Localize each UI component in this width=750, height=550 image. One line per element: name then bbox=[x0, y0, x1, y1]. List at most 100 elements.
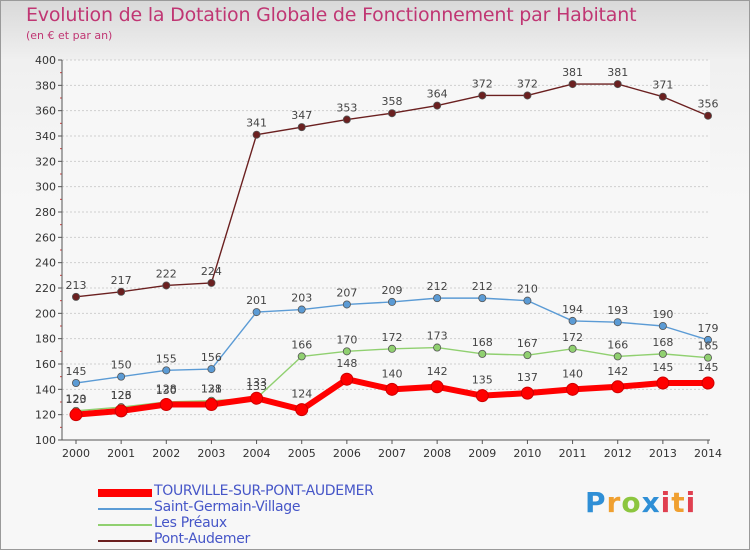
data-point bbox=[387, 344, 396, 353]
data-label: 347 bbox=[291, 109, 312, 122]
x-tick-label: 2009 bbox=[468, 447, 496, 460]
data-label: 135 bbox=[472, 374, 493, 387]
data-label: 156 bbox=[201, 351, 222, 364]
data-label: 201 bbox=[246, 294, 267, 307]
data-label: 145 bbox=[652, 361, 673, 374]
data-point bbox=[613, 352, 622, 361]
x-tick-label: 2008 bbox=[423, 447, 451, 460]
data-point bbox=[704, 111, 713, 120]
legend-swatch bbox=[98, 524, 152, 526]
data-label: 133 bbox=[246, 380, 267, 393]
data-point bbox=[433, 101, 442, 110]
data-label: 372 bbox=[472, 77, 493, 90]
data-point bbox=[478, 91, 487, 100]
legend-label: Saint-Germain-Village bbox=[154, 499, 301, 515]
data-point bbox=[430, 380, 444, 394]
data-point bbox=[704, 335, 713, 344]
data-point bbox=[566, 382, 580, 396]
data-label: 140 bbox=[382, 367, 403, 380]
data-point bbox=[117, 287, 126, 296]
legend-swatch bbox=[98, 489, 152, 497]
data-label: 124 bbox=[291, 388, 312, 401]
data-point bbox=[114, 404, 128, 418]
x-tick-label: 2010 bbox=[513, 447, 541, 460]
data-point bbox=[613, 80, 622, 89]
data-point bbox=[704, 353, 713, 362]
series-0: 213 217 222 224 341 347 353 358 364 372 372 381 381 3… bbox=[66, 66, 719, 301]
x-tick-label: 2000 bbox=[62, 447, 90, 460]
data-label: 381 bbox=[607, 66, 628, 79]
data-point bbox=[701, 376, 715, 390]
data-point bbox=[252, 308, 261, 317]
legend-swatch bbox=[98, 540, 152, 542]
data-label: 179 bbox=[698, 322, 719, 335]
data-label: 155 bbox=[156, 352, 177, 365]
data-label: 137 bbox=[517, 371, 538, 384]
x-tick-label: 2006 bbox=[333, 447, 361, 460]
x-tick-label: 2012 bbox=[604, 447, 632, 460]
y-tick-label: 220 bbox=[35, 282, 56, 295]
data-point bbox=[523, 296, 532, 305]
data-label: 145 bbox=[698, 361, 719, 374]
data-point bbox=[117, 372, 126, 381]
y-tick-label: 400 bbox=[35, 54, 56, 67]
data-point bbox=[72, 378, 81, 387]
data-point bbox=[207, 278, 216, 287]
data-label: 194 bbox=[562, 303, 583, 316]
data-label: 123 bbox=[66, 393, 87, 406]
data-label: 209 bbox=[382, 284, 403, 297]
data-label: 353 bbox=[336, 102, 357, 115]
data-label: 168 bbox=[652, 336, 673, 349]
y-tick-label: 360 bbox=[35, 105, 56, 118]
x-tick-label: 2001 bbox=[107, 447, 135, 460]
x-tick-label: 2002 bbox=[152, 447, 180, 460]
data-label: 172 bbox=[562, 331, 583, 344]
data-point bbox=[250, 391, 264, 405]
data-point bbox=[656, 376, 670, 390]
data-point bbox=[658, 321, 667, 330]
data-label: 371 bbox=[652, 79, 673, 92]
data-point bbox=[611, 380, 625, 394]
data-point bbox=[433, 343, 442, 352]
data-label: 381 bbox=[562, 66, 583, 79]
data-label: 166 bbox=[607, 338, 628, 351]
y-tick-label: 240 bbox=[35, 257, 56, 270]
data-label: 372 bbox=[517, 77, 538, 90]
data-label: 207 bbox=[336, 286, 357, 299]
data-point bbox=[72, 292, 81, 301]
y-tick-label: 200 bbox=[35, 307, 56, 320]
data-label: 167 bbox=[517, 337, 538, 350]
y-tick-label: 120 bbox=[35, 409, 56, 422]
data-label: 165 bbox=[698, 340, 719, 353]
y-tick-label: 320 bbox=[35, 155, 56, 168]
data-point bbox=[613, 318, 622, 327]
data-point bbox=[387, 109, 396, 118]
data-point bbox=[159, 398, 173, 412]
data-label: 193 bbox=[607, 304, 628, 317]
data-label: 168 bbox=[472, 336, 493, 349]
data-label: 128 bbox=[201, 383, 222, 396]
data-label: 148 bbox=[336, 357, 357, 370]
data-point bbox=[297, 123, 306, 132]
y-tick-label: 280 bbox=[35, 206, 56, 219]
data-label: 212 bbox=[427, 280, 448, 293]
data-label: 142 bbox=[427, 365, 448, 378]
data-point bbox=[342, 347, 351, 356]
data-point bbox=[658, 349, 667, 358]
legend-swatch bbox=[98, 508, 152, 510]
data-label: 356 bbox=[698, 98, 719, 111]
data-point bbox=[568, 344, 577, 353]
data-label: 126 bbox=[111, 389, 132, 402]
x-tick-label: 2004 bbox=[243, 447, 271, 460]
data-point bbox=[478, 349, 487, 358]
data-point bbox=[340, 372, 354, 386]
data-point bbox=[568, 316, 577, 325]
data-point bbox=[252, 130, 261, 139]
data-label: 173 bbox=[427, 330, 448, 343]
chart-subtitle: (en € et par an) bbox=[26, 29, 113, 42]
data-point bbox=[342, 115, 351, 124]
data-point bbox=[520, 386, 534, 400]
data-label: 170 bbox=[336, 333, 357, 346]
chart-title: Evolution de la Dotation Globale de Fonc… bbox=[26, 4, 637, 26]
